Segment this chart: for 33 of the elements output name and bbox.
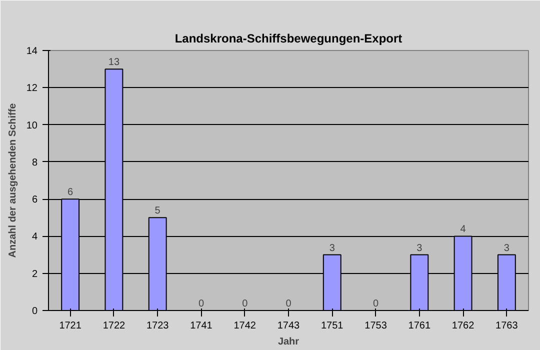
x-tick-label: 1762 xyxy=(452,320,475,332)
y-tick-label: 6 xyxy=(32,194,38,206)
y-tick-label: 10 xyxy=(26,120,38,132)
data-label: 4 xyxy=(460,224,466,236)
y-tick-label: 14 xyxy=(26,46,38,57)
chart-title: Landskrona-Schiffsbewegungen-Export xyxy=(174,32,402,46)
data-label: 0 xyxy=(286,298,292,310)
y-tick-label: 0 xyxy=(32,306,38,317)
data-label: 3 xyxy=(504,242,510,254)
x-tick-label: 1721 xyxy=(59,320,82,332)
data-label: 0 xyxy=(242,298,248,310)
x-tick-label: 1743 xyxy=(277,320,300,332)
x-tick-label: 1763 xyxy=(496,320,518,332)
x-tick-label: 1741 xyxy=(190,320,213,332)
x-tick-label: 1723 xyxy=(146,320,170,332)
data-label: 0 xyxy=(372,298,379,310)
data-label: 5 xyxy=(154,206,161,217)
x-tick-label: 1761 xyxy=(408,320,431,332)
data-label: 13 xyxy=(108,57,120,68)
y-axis-title: Anzahl der ausgehenden Schiffe xyxy=(7,102,18,258)
y-tick-label: 8 xyxy=(32,157,38,168)
x-tick-label: 1742 xyxy=(234,320,256,332)
y-tick-label: 4 xyxy=(32,232,38,243)
data-label: 3 xyxy=(416,242,423,254)
x-tick-label: 1751 xyxy=(321,320,344,332)
y-tick-label: 12 xyxy=(26,83,38,94)
data-label: 3 xyxy=(329,242,336,254)
x-axis-title: Jahr xyxy=(278,336,300,348)
y-tick-label: 2 xyxy=(32,268,38,280)
data-label: 6 xyxy=(68,187,74,198)
x-tick-label: 1722 xyxy=(102,320,126,332)
data-label: 0 xyxy=(198,298,204,310)
x-tick-label: 1753 xyxy=(364,320,388,332)
